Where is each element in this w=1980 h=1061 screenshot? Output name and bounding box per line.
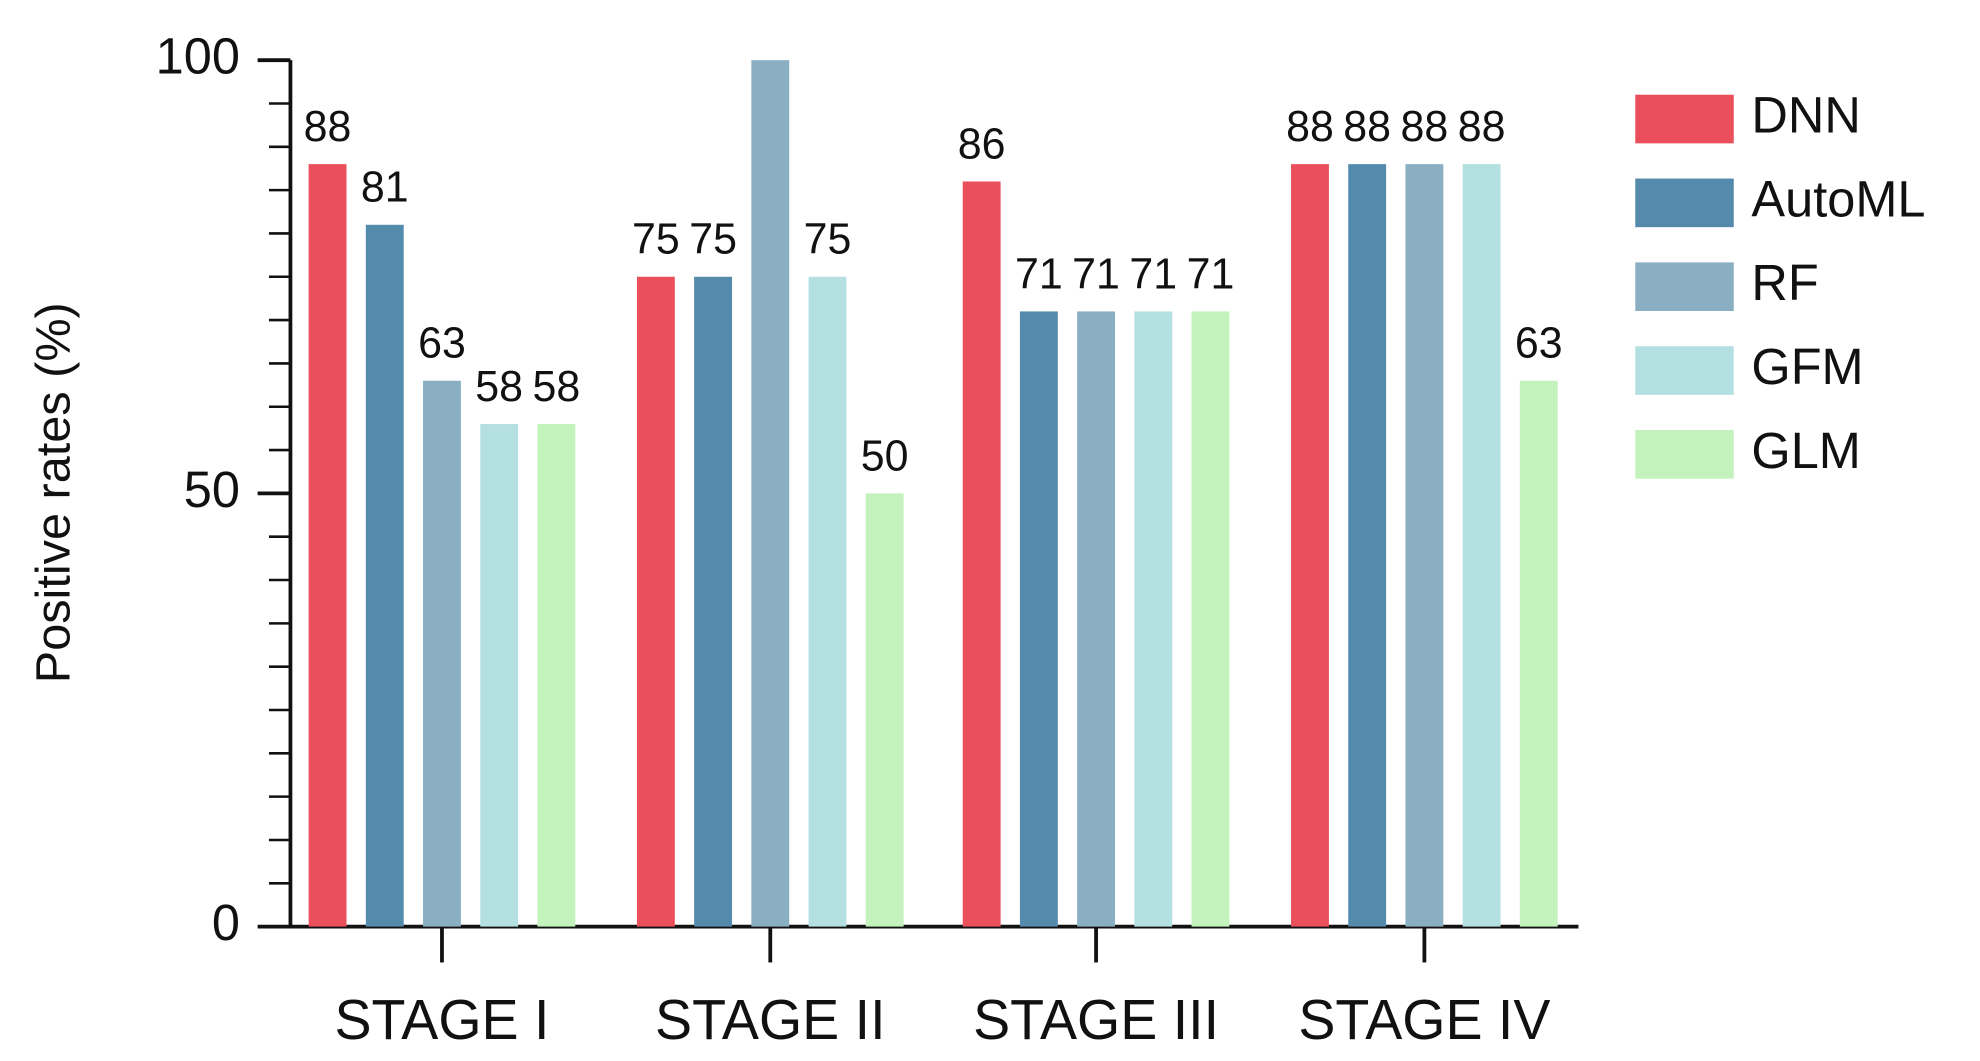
y-tick-label: 0	[212, 894, 240, 951]
x-tick-label: STAGE III	[973, 987, 1219, 1050]
value-label: 63	[1515, 319, 1563, 367]
x-tick-label: STAGE II	[655, 987, 885, 1050]
bar	[962, 181, 1001, 927]
bar	[808, 276, 847, 927]
value-label: 75	[689, 215, 737, 263]
bar	[1405, 164, 1444, 927]
x-tick-label: STAGE IV	[1298, 987, 1551, 1050]
bar	[1291, 164, 1329, 927]
legend-swatch	[1635, 94, 1734, 144]
value-label: 88	[1286, 103, 1334, 151]
value-label: 71	[1129, 250, 1177, 298]
legend-swatch	[1635, 346, 1734, 395]
legend-label: AutoML	[1751, 170, 1925, 227]
bar	[694, 276, 733, 927]
value-label: 58	[475, 363, 523, 411]
value-label: 63	[418, 319, 466, 367]
bar	[636, 276, 675, 927]
bar	[308, 164, 347, 927]
value-label: 88	[1458, 103, 1506, 151]
bar	[1191, 311, 1230, 927]
legend-label: GFM	[1751, 338, 1863, 395]
y-axis-label: Positive rates (%)	[27, 302, 81, 683]
bar	[1348, 164, 1387, 927]
bar	[537, 424, 576, 927]
value-label: 58	[532, 363, 580, 411]
bar	[1134, 311, 1173, 927]
value-label: 75	[804, 215, 852, 263]
y-tick-label: 50	[184, 461, 240, 518]
bar	[751, 60, 790, 927]
value-label: 71	[1187, 250, 1235, 298]
value-label: 75	[632, 215, 680, 263]
value-label: 88	[304, 103, 352, 151]
value-label: 71	[1072, 250, 1120, 298]
bar	[365, 224, 404, 927]
bar	[1077, 311, 1116, 927]
bar	[423, 380, 461, 927]
legend-swatch	[1635, 262, 1734, 312]
bar	[1519, 380, 1558, 927]
bar	[1462, 164, 1501, 927]
value-label: 88	[1343, 103, 1391, 151]
bar	[480, 424, 519, 927]
value-label: 50	[861, 432, 909, 480]
bar	[865, 493, 904, 927]
value-label: 71	[1015, 250, 1063, 298]
legend-label: GLM	[1751, 422, 1860, 479]
value-label: 88	[1401, 103, 1449, 151]
legend-label: RF	[1751, 254, 1818, 311]
value-label: 86	[958, 120, 1006, 168]
legend-label: DNN	[1751, 86, 1860, 143]
y-tick-label: 100	[156, 27, 240, 84]
legend-swatch	[1635, 430, 1734, 479]
value-label: 81	[361, 163, 409, 211]
x-tick-label: STAGE I	[334, 987, 549, 1050]
legend-swatch	[1635, 178, 1734, 228]
bar	[1019, 311, 1058, 927]
